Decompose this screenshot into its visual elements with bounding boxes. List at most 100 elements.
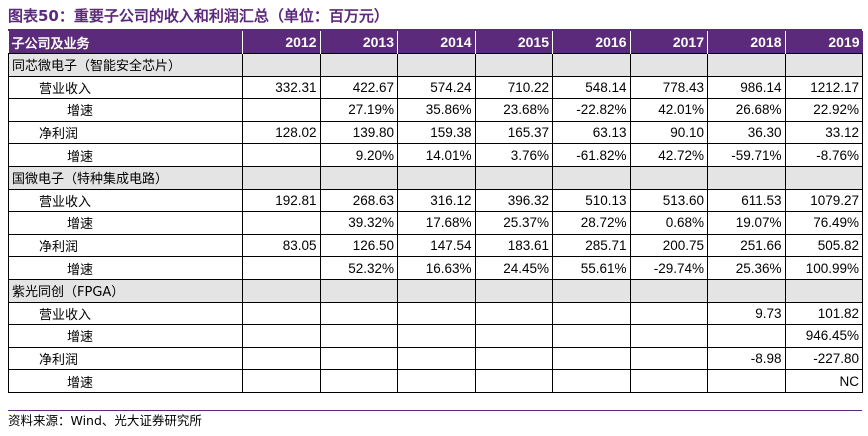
table-cell: 510.13 bbox=[552, 188, 631, 213]
growth-row: 增速 52.32% 16.63% 24.45% 55.61% -29.74% 25.36% 1… bbox=[8, 256, 863, 280]
row-label: 净利润 bbox=[8, 120, 243, 145]
growth-row: 增速 27.19% 35.86% 23.68% -22.82% 42.01% 26.68% 2… bbox=[8, 98, 863, 122]
table-cell: 33.12 bbox=[784, 120, 863, 145]
table-cell bbox=[242, 278, 321, 303]
table-cell bbox=[319, 165, 398, 190]
source-note: 资料来源：Wind、光大证券研究所 bbox=[8, 413, 202, 428]
table-cell bbox=[629, 324, 708, 348]
table-cell: 268.63 bbox=[319, 188, 398, 213]
table-cell: 25.37% bbox=[474, 211, 553, 235]
table-cell: 14.01% bbox=[397, 143, 476, 167]
table-cell: 0.68% bbox=[629, 211, 708, 235]
table-cell bbox=[397, 301, 476, 326]
table-cell bbox=[319, 278, 398, 303]
table-cell bbox=[552, 301, 631, 326]
table-cell bbox=[552, 346, 631, 371]
row-label: 增速 bbox=[8, 211, 243, 235]
table-cell: -8.98 bbox=[707, 346, 786, 371]
column-header-year: 2016 bbox=[552, 31, 631, 54]
metric-row: 净利润 128.02 139.80 159.38 165.37 63.13 90.10 36.… bbox=[8, 120, 863, 145]
table-cell: 17.68% bbox=[397, 211, 476, 235]
table-cell: 25.36% bbox=[707, 256, 786, 280]
table-cell: 27.19% bbox=[319, 98, 398, 122]
table-cell: 24.45% bbox=[474, 256, 553, 280]
table-cell bbox=[242, 346, 321, 371]
column-header-year: 2018 bbox=[707, 31, 786, 54]
table-cell bbox=[552, 278, 631, 303]
table-cell: 3.76% bbox=[474, 143, 553, 167]
table-cell bbox=[784, 53, 863, 77]
table-cell bbox=[474, 324, 553, 348]
table-cell bbox=[552, 324, 631, 348]
table-cell: 63.13 bbox=[552, 120, 631, 145]
growth-row: 增速 39.32% 17.68% 25.37% 28.72% 0.68% 19.07% 76.… bbox=[8, 211, 863, 235]
table-cell bbox=[784, 278, 863, 303]
title-divider bbox=[8, 29, 862, 31]
table-cell: 16.63% bbox=[397, 256, 476, 280]
table-cell bbox=[242, 53, 321, 77]
table-cell: -8.76% bbox=[784, 143, 863, 167]
table-cell: 9.20% bbox=[319, 143, 398, 167]
growth-row: 增速 946.45% bbox=[8, 324, 863, 348]
table-cell bbox=[707, 165, 786, 190]
table-cell bbox=[474, 165, 553, 190]
table-cell bbox=[397, 278, 476, 303]
table-cell bbox=[474, 278, 553, 303]
table-cell bbox=[552, 165, 631, 190]
table-cell bbox=[707, 324, 786, 348]
column-header-year: 2019 bbox=[785, 31, 863, 54]
column-header-year: 2012 bbox=[242, 31, 321, 54]
table-cell: 548.14 bbox=[552, 75, 631, 100]
table-cell: 22.92% bbox=[784, 98, 863, 122]
row-label: 增速 bbox=[8, 369, 243, 393]
row-label: 营业收入 bbox=[8, 188, 243, 213]
table-cell bbox=[319, 369, 398, 393]
footer-divider bbox=[8, 410, 862, 411]
table-cell bbox=[707, 278, 786, 303]
growth-row: 增速 9.20% 14.01% 3.76% -61.82% 42.72% -59.71% -8… bbox=[8, 143, 863, 167]
metric-row: 营业收入 332.31 422.67 574.24 710.22 548.14 778.43… bbox=[8, 75, 863, 100]
table-cell bbox=[319, 301, 398, 326]
table-cell: 396.32 bbox=[474, 188, 553, 213]
table-cell bbox=[474, 301, 553, 326]
table-cell: 1212.17 bbox=[784, 75, 863, 100]
table-cell: 574.24 bbox=[397, 75, 476, 100]
table-cell: 946.45% bbox=[784, 324, 863, 348]
company-row: 紫光同创（FPGA） bbox=[8, 278, 863, 303]
table-cell: 422.67 bbox=[319, 75, 398, 100]
table-cell bbox=[397, 346, 476, 371]
column-header-year: 2014 bbox=[397, 31, 476, 54]
table-cell: 778.43 bbox=[629, 75, 708, 100]
table-cell: 183.61 bbox=[474, 233, 553, 258]
table-cell: 165.37 bbox=[474, 120, 553, 145]
table-cell bbox=[474, 346, 553, 371]
row-label: 增速 bbox=[8, 143, 243, 167]
row-label: 营业收入 bbox=[8, 301, 243, 326]
table-cell bbox=[629, 301, 708, 326]
table-cell: -59.71% bbox=[707, 143, 786, 167]
table-cell: 710.22 bbox=[474, 75, 553, 100]
column-header-year: 2017 bbox=[630, 31, 708, 54]
company-name: 同芯微电子（智能安全芯片） bbox=[8, 53, 243, 77]
table-cell: 35.86% bbox=[397, 98, 476, 122]
table-cell bbox=[552, 53, 631, 77]
table-cell: -29.74% bbox=[629, 256, 708, 280]
table-cell: 23.68% bbox=[474, 98, 553, 122]
table-cell: 76.49% bbox=[784, 211, 863, 235]
table-cell: 126.50 bbox=[319, 233, 398, 258]
table-cell bbox=[242, 301, 321, 326]
table-cell: 513.60 bbox=[629, 188, 708, 213]
table-cell bbox=[242, 143, 321, 167]
row-label: 增速 bbox=[8, 256, 243, 280]
table-cell bbox=[707, 369, 786, 393]
table-cell bbox=[397, 53, 476, 77]
column-header-subsidiary: 子公司及业务 bbox=[8, 31, 243, 54]
table-cell: 200.75 bbox=[629, 233, 708, 258]
table-cell: -61.82% bbox=[552, 143, 631, 167]
table-cell bbox=[397, 165, 476, 190]
table-cell bbox=[629, 278, 708, 303]
table-cell: 159.38 bbox=[397, 120, 476, 145]
company-name: 国微电子（特种集成电路） bbox=[8, 165, 243, 190]
table-cell bbox=[319, 324, 398, 348]
table-cell bbox=[397, 324, 476, 348]
